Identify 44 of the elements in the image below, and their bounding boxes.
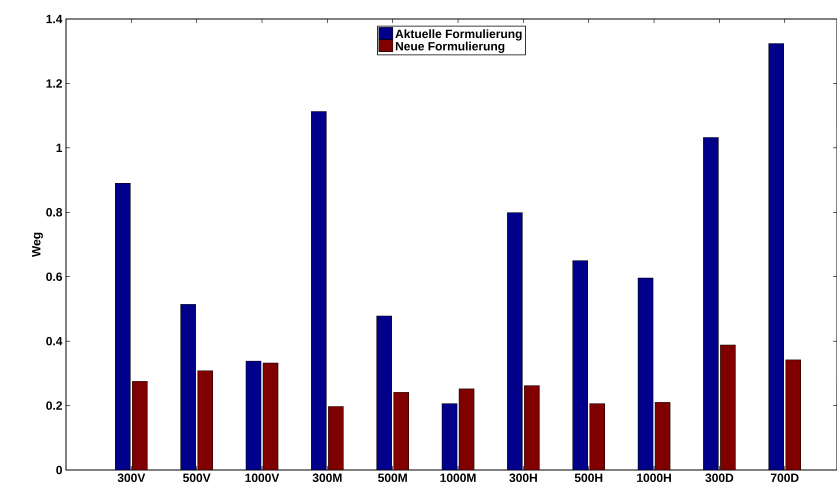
bar: [180, 304, 196, 470]
y-tick-label: 1.4: [46, 14, 62, 24]
y-tick-label: 1.2: [46, 79, 62, 88]
y-tick-label: 0: [56, 466, 62, 474]
y-tick-label: 1: [56, 144, 62, 152]
y-axis-title: Weg: [32, 232, 43, 258]
y-tick-label: 0.8: [46, 208, 62, 217]
bar: [442, 403, 458, 470]
y-tick-label: 0.2: [46, 401, 62, 410]
x-tick-label: 300D: [705, 474, 734, 482]
bar: [132, 381, 148, 470]
bar: [393, 392, 409, 470]
bar: [589, 403, 605, 470]
bar: [768, 43, 784, 470]
bar: [458, 388, 474, 470]
y-tick-label: 0.4: [46, 336, 62, 346]
x-tick-label: 1000V: [245, 474, 280, 482]
x-tick-label: 500V: [183, 474, 211, 482]
x-tick-label: 500H: [574, 474, 602, 482]
bar: [703, 137, 719, 470]
x-tick-label: 1000M: [440, 474, 476, 482]
bar: [524, 385, 540, 470]
x-tick-label: 300H: [509, 474, 537, 482]
x-tick-label: 1000H: [637, 474, 671, 482]
y-tick-label: 0.6: [46, 272, 62, 281]
bar: [507, 212, 523, 470]
bar: [654, 402, 670, 470]
x-tick-label: 300V: [118, 474, 146, 482]
bar: [328, 406, 344, 470]
legend-label: Neue Formulierung: [396, 42, 504, 53]
bar: [638, 278, 654, 470]
bar: [720, 344, 736, 470]
legend-label: Aktuelle Formulierung: [395, 29, 522, 41]
x-tick-label: 500M: [378, 474, 407, 482]
bar: [311, 111, 327, 470]
bar: [785, 360, 802, 470]
bar: [197, 370, 213, 470]
bar: [262, 362, 278, 470]
bar: [246, 360, 262, 470]
x-tick-label: 700D: [770, 474, 799, 482]
bar: [115, 183, 131, 470]
bar: [572, 260, 588, 470]
bar: [376, 316, 392, 470]
x-tick-label: 300M: [312, 474, 342, 482]
